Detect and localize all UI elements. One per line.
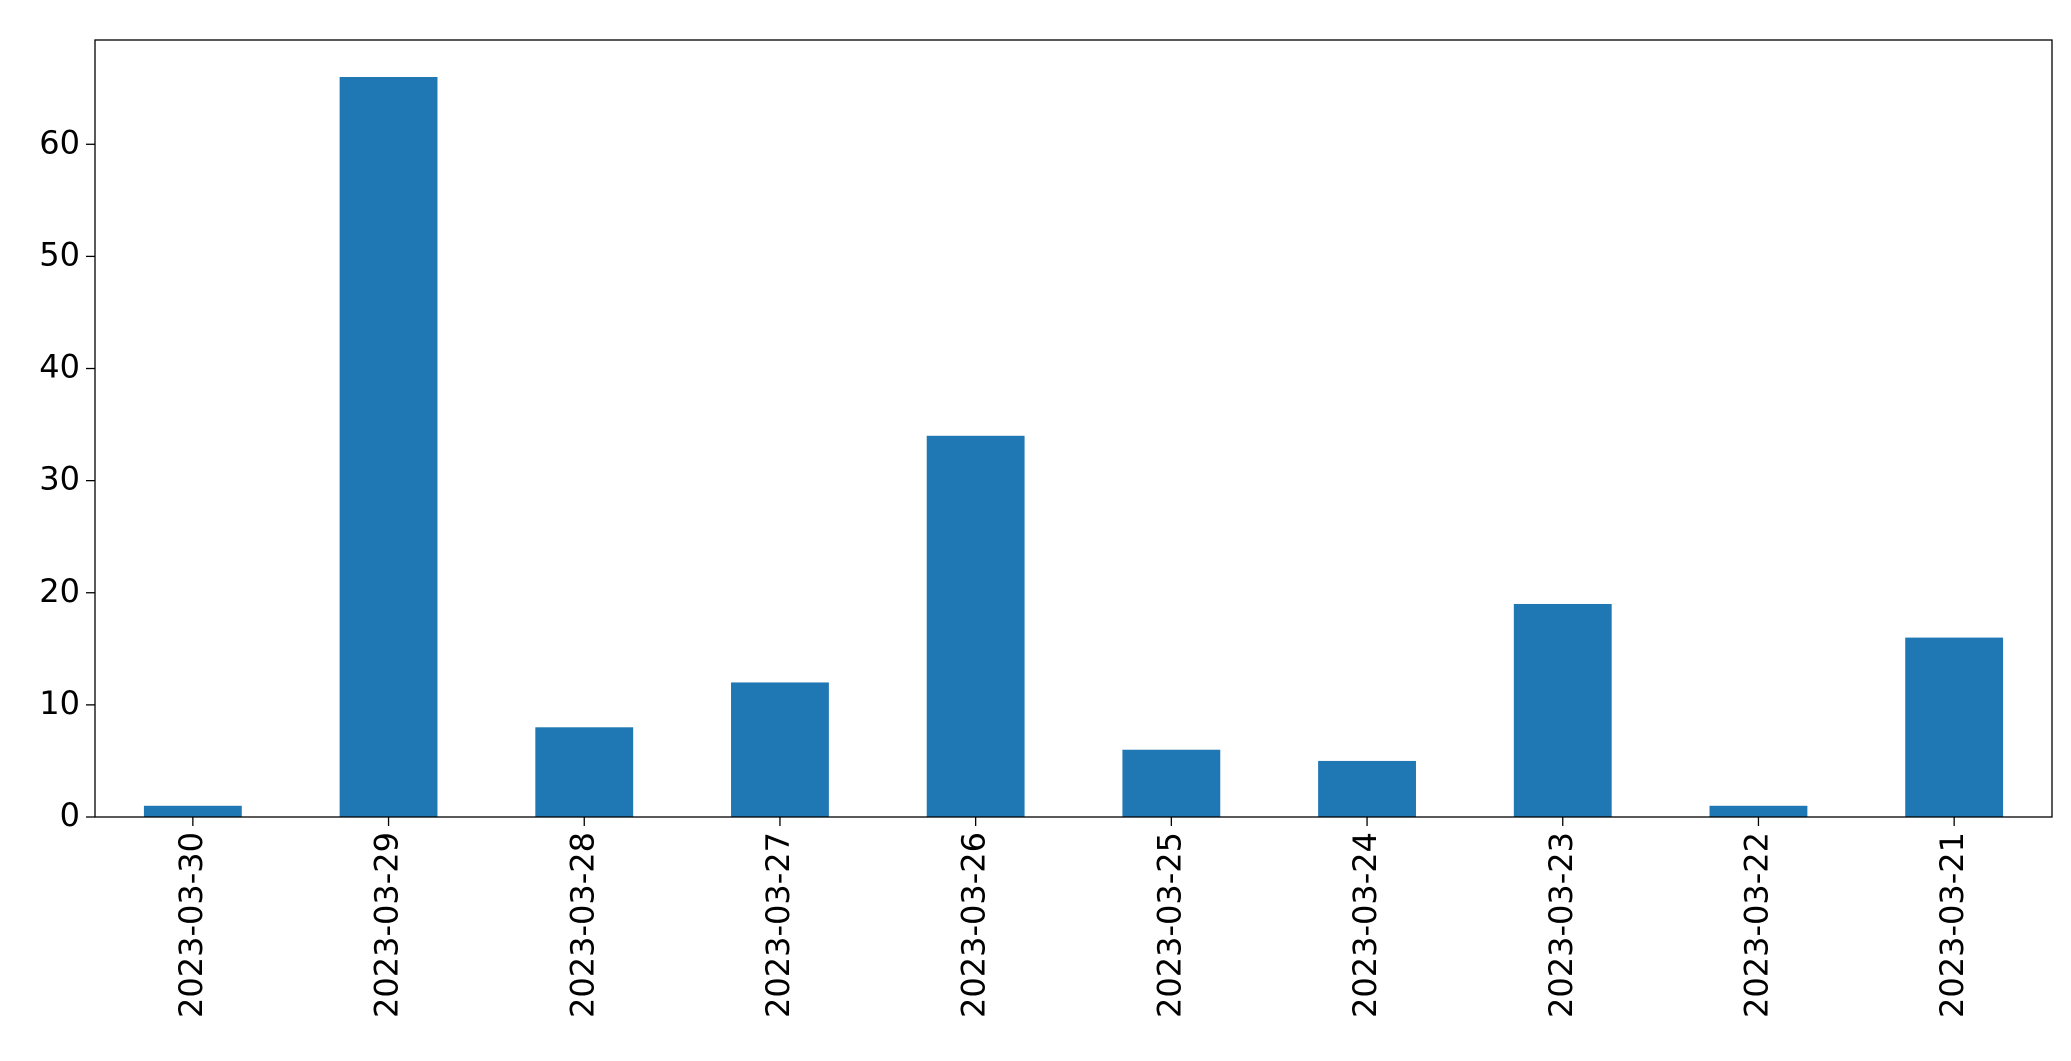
x-tick-label: 2023-03-28 [563,832,601,1018]
bar [535,727,634,817]
x-tick-label: 2023-03-26 [955,832,993,1018]
bar [731,682,829,817]
axes-frame [94,39,2053,818]
y-tick-label: 40 [39,348,80,386]
y-tick-label: 0 [60,796,80,834]
x-tick-label: 2023-03-25 [1150,832,1188,1018]
y-tick-label: 30 [39,460,80,498]
x-tick-label: 2023-03-29 [368,832,406,1018]
bar [1318,760,1416,817]
x-tick-label: 2023-03-30 [172,832,210,1018]
y-tick-label: 20 [39,572,80,610]
x-tick-label: 2023-03-21 [1933,832,1971,1018]
bar [143,805,242,817]
x-tick-label: 2023-03-24 [1346,832,1384,1018]
bar [926,435,1025,817]
bar [1905,637,2004,817]
y-tick-label: 10 [39,684,80,722]
x-tick-label: 2023-03-23 [1542,832,1580,1018]
bar [1709,805,1808,817]
bar [1513,603,1612,817]
x-tick-label: 2023-03-27 [759,832,797,1018]
y-tick-label: 50 [39,235,80,273]
y-tick-label: 60 [39,123,80,161]
x-tick-label: 2023-03-22 [1737,832,1775,1018]
bar [339,77,438,817]
bar [1122,749,1221,817]
